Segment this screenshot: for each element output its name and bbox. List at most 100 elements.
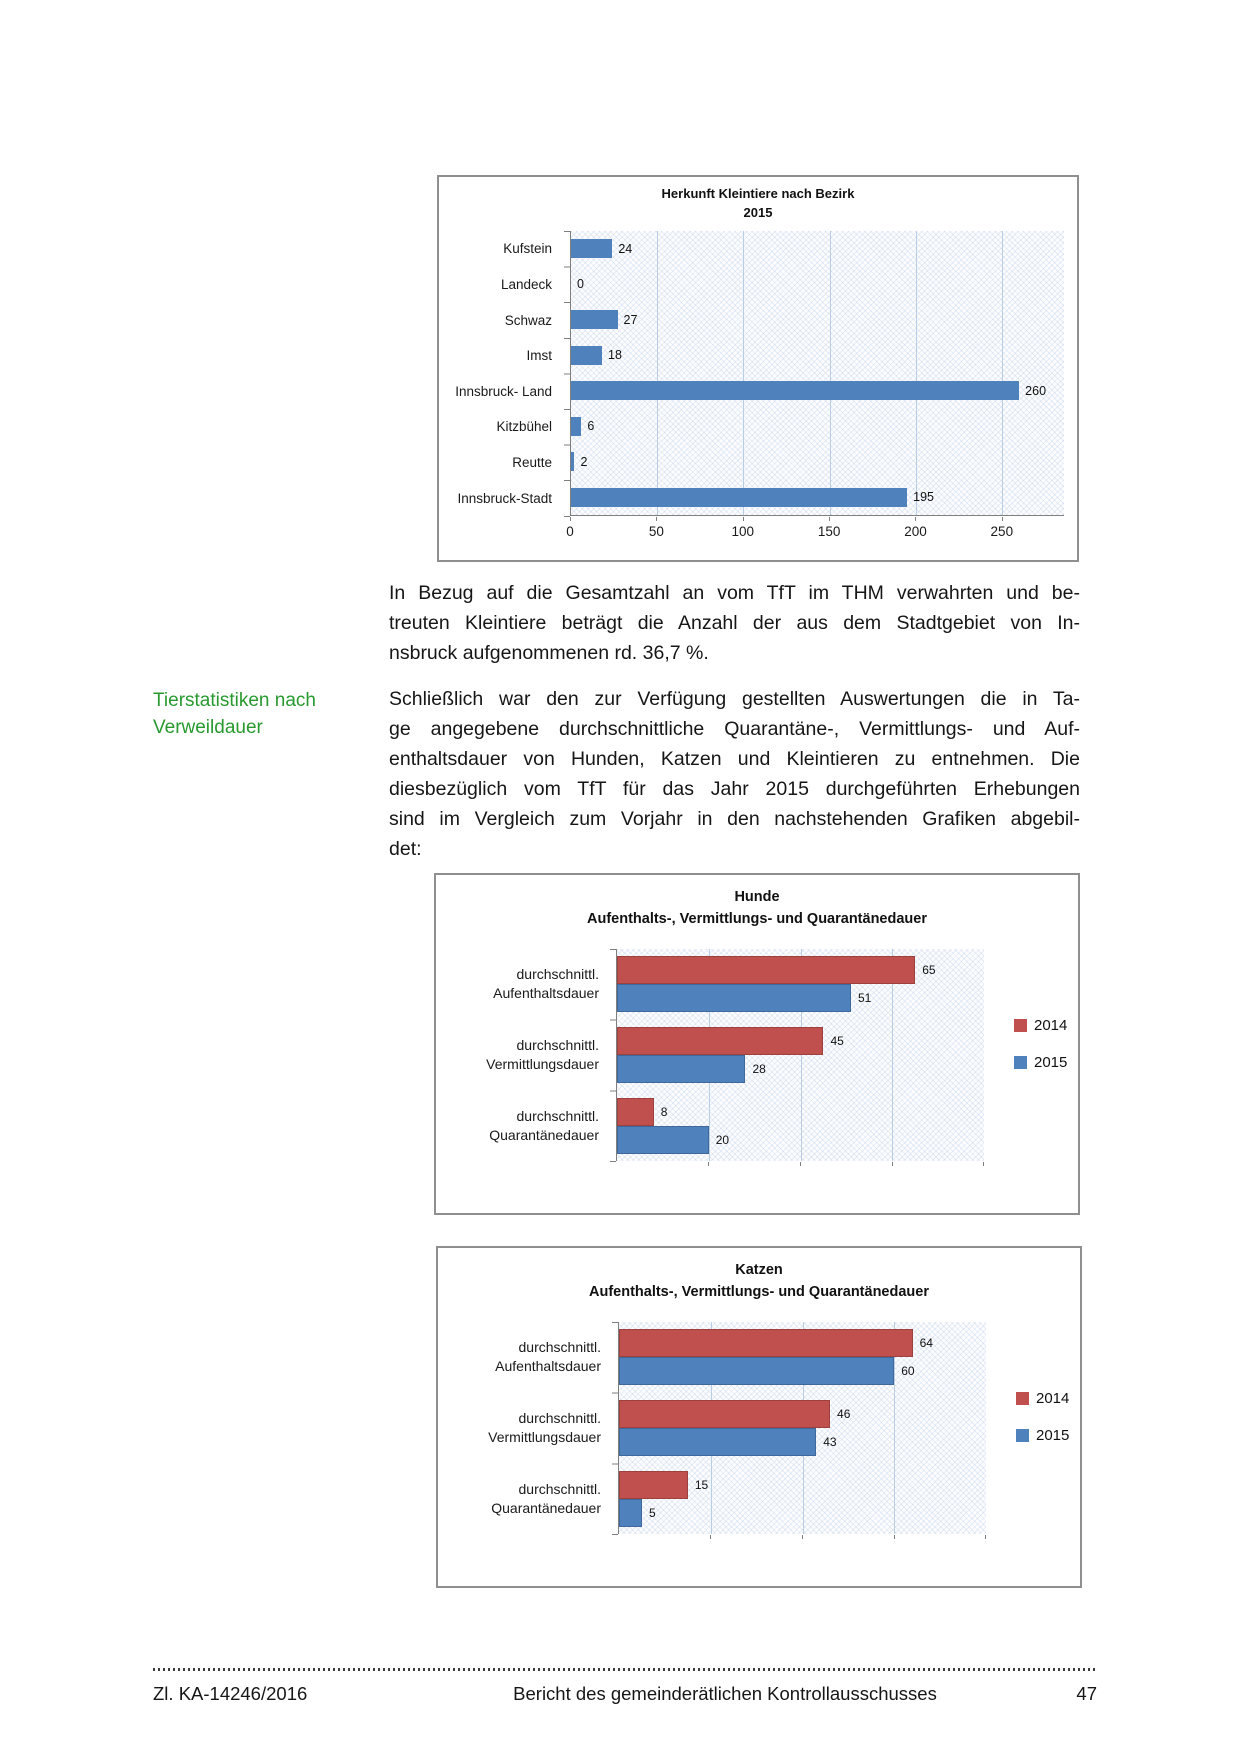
- gridline: [829, 231, 831, 515]
- bar-value-label: 27: [623, 312, 638, 327]
- bar-schwaz: [571, 310, 618, 330]
- category-label: durchschnittl. Vermittlungsdauer: [486, 1037, 599, 1072]
- text-line: In Bezug auf die Gesamtzahl an vom TfT i…: [389, 582, 1080, 604]
- bar-2014: [619, 1329, 913, 1358]
- category-label: durchschnittl. Vermittlungsdauer: [488, 1410, 601, 1445]
- x-axis-tick-labels: 0 50 100 150 200 250: [566, 524, 1064, 542]
- bar-value-label: 28: [752, 1062, 766, 1076]
- bar-value-label: 24: [618, 241, 633, 256]
- x-tick: 250: [990, 524, 1014, 539]
- bar-value-label: 5: [648, 1505, 656, 1520]
- bar-row: 195: [571, 480, 1064, 516]
- legend-swatch-2015: [1016, 1429, 1029, 1442]
- text-line: Schließlich war den zur Verfügung gestel…: [389, 688, 1080, 710]
- margin-label-line: Tierstatistiken nach: [153, 690, 316, 711]
- category-label: Imst: [526, 348, 553, 364]
- gridline: [657, 231, 659, 515]
- bar-value-label: 2: [580, 454, 588, 469]
- category-label: Innsbruck-Stadt: [457, 490, 552, 506]
- page-footer: Zl. KA-14246/2016 Bericht des gemeinderä…: [153, 1668, 1097, 1705]
- y-axis-category-labels: durchschnittl. Aufenthaltsdauer durchschn…: [446, 1322, 610, 1534]
- text-line: enthaltsdauer von Hunden, Katzen und Kle…: [389, 748, 1080, 770]
- bar-row: 260: [571, 373, 1064, 409]
- x-tick: 50: [648, 524, 664, 539]
- category-label: Kitzbühel: [496, 419, 552, 435]
- bar-2014: [619, 1470, 688, 1499]
- plot-area: 64 60 46 43 15 5: [618, 1322, 986, 1534]
- text-line: diesbezüglich vom TfT für das Jahr 2015 …: [389, 778, 1080, 800]
- bar-2015: [619, 1428, 817, 1456]
- text-line: nsbruck aufgenommenen rd. 36,7 %.: [389, 642, 709, 664]
- bar-row: 18: [571, 338, 1064, 374]
- bar-value-label: 60: [901, 1364, 915, 1379]
- bar-value-label: 65: [922, 963, 936, 978]
- gridline: [892, 949, 894, 1161]
- gridline: [1001, 231, 1003, 515]
- x-tick: 100: [731, 524, 754, 539]
- footer-page-number: 47: [1076, 1683, 1097, 1704]
- category-label: Innsbruck- Land: [455, 383, 552, 399]
- bar-rows: 24 0 27 18 260: [571, 231, 1064, 515]
- x-axis-tick-marks: [616, 1162, 984, 1167]
- bar-group-aufenthaltsdauer: 64 60: [619, 1322, 986, 1393]
- bar-value-label: 260: [1025, 383, 1047, 398]
- gridline: [743, 231, 745, 515]
- bar-value-label: 8: [660, 1104, 668, 1119]
- bar-value-label: 195: [913, 490, 934, 505]
- bar-2015: [617, 984, 851, 1013]
- footer-reference-number: Zl. KA-14246/2016: [153, 1683, 308, 1704]
- x-tick: 150: [817, 524, 841, 539]
- bar-2014: [617, 956, 916, 985]
- category-label: Landeck: [500, 276, 552, 292]
- chart-subtitle: Aufenthalts-, Vermittlungs- und Quarantä…: [589, 1284, 929, 1300]
- text-line: treuten Kleintiere beträgt die Anzahl de…: [389, 612, 1080, 634]
- y-axis-tick-marks: [610, 949, 616, 1162]
- gridline: [800, 949, 802, 1161]
- y-axis-tick-marks: [564, 231, 570, 517]
- x-axis-tick-marks: [618, 1535, 986, 1540]
- bar-2014: [617, 1027, 824, 1055]
- bar-group-vermittlungsdauer: 45 28: [617, 1020, 984, 1091]
- bar-kufstein: [571, 239, 613, 259]
- chart-hunde: Hunde Aufenthalts-, Vermittlungs- und Qu…: [434, 873, 1080, 1215]
- legend-swatch-2015: [1014, 1056, 1027, 1069]
- category-label: durchschnittl. Quarantänedauer: [491, 1480, 601, 1516]
- footer-report-title: Bericht des gemeinderätlichen Kontrollau…: [513, 1683, 937, 1704]
- legend-item-2015: 2015: [1016, 1427, 1069, 1444]
- chart-katzen: Katzen Aufenthalts-, Vermittlungs- und Q…: [436, 1246, 1082, 1588]
- x-tick: 0: [566, 524, 574, 539]
- x-tick: 200: [904, 524, 927, 539]
- body-paragraph-2: Schließlich war den zur Verfügung gestel…: [389, 684, 1080, 864]
- bar-value-label: 6: [587, 419, 595, 434]
- legend-item-2015: 2015: [1014, 1054, 1067, 1071]
- bar-groups: 64 60 46 43 15 5: [619, 1322, 986, 1534]
- bar-2014: [617, 1097, 654, 1126]
- plot-area: 24 0 27 18 260: [570, 231, 1064, 516]
- plot-area: 65 51 45 28 8 20: [616, 949, 984, 1161]
- gridline: [915, 231, 917, 515]
- category-label: durchschnittl. Aufenthaltsdauer: [495, 1339, 601, 1375]
- margin-label-line: Verweildauer: [153, 717, 263, 738]
- bar-kitzbuehel: [571, 416, 582, 436]
- bar-row: 27: [571, 302, 1064, 338]
- bar-row: 0: [571, 267, 1064, 303]
- category-label: Kufstein: [503, 241, 552, 257]
- chart-title: Hunde: [734, 889, 780, 905]
- legend-swatch-2014: [1016, 1392, 1029, 1405]
- bar-value-label: 64: [919, 1336, 933, 1351]
- legend-item-2014: 2014: [1016, 1390, 1069, 1407]
- bar-groups: 65 51 45 28 8 20: [617, 949, 984, 1161]
- bar-row: 2: [571, 444, 1064, 480]
- category-label: durchschnittl. Aufenthaltsdauer: [493, 966, 599, 1002]
- x-axis-tick-marks: [570, 517, 1064, 522]
- bar-value-label: 46: [837, 1407, 851, 1421]
- gridline: [894, 1322, 896, 1534]
- bar-innsbruck-land: [571, 381, 1020, 401]
- y-axis-category-labels: Kufstein Landeck Schwaz Imst Innsbruck- …: [439, 231, 561, 516]
- legend: 2014 2015: [1014, 1017, 1067, 1091]
- bar-row: 24: [571, 231, 1064, 267]
- chart-herkunft-kleintiere: Herkunft Kleintiere nach Bezirk 2015 Kuf…: [437, 175, 1079, 562]
- category-label: Reutte: [512, 455, 552, 471]
- bar-2015: [619, 1357, 895, 1386]
- bar-2015: [617, 1125, 709, 1154]
